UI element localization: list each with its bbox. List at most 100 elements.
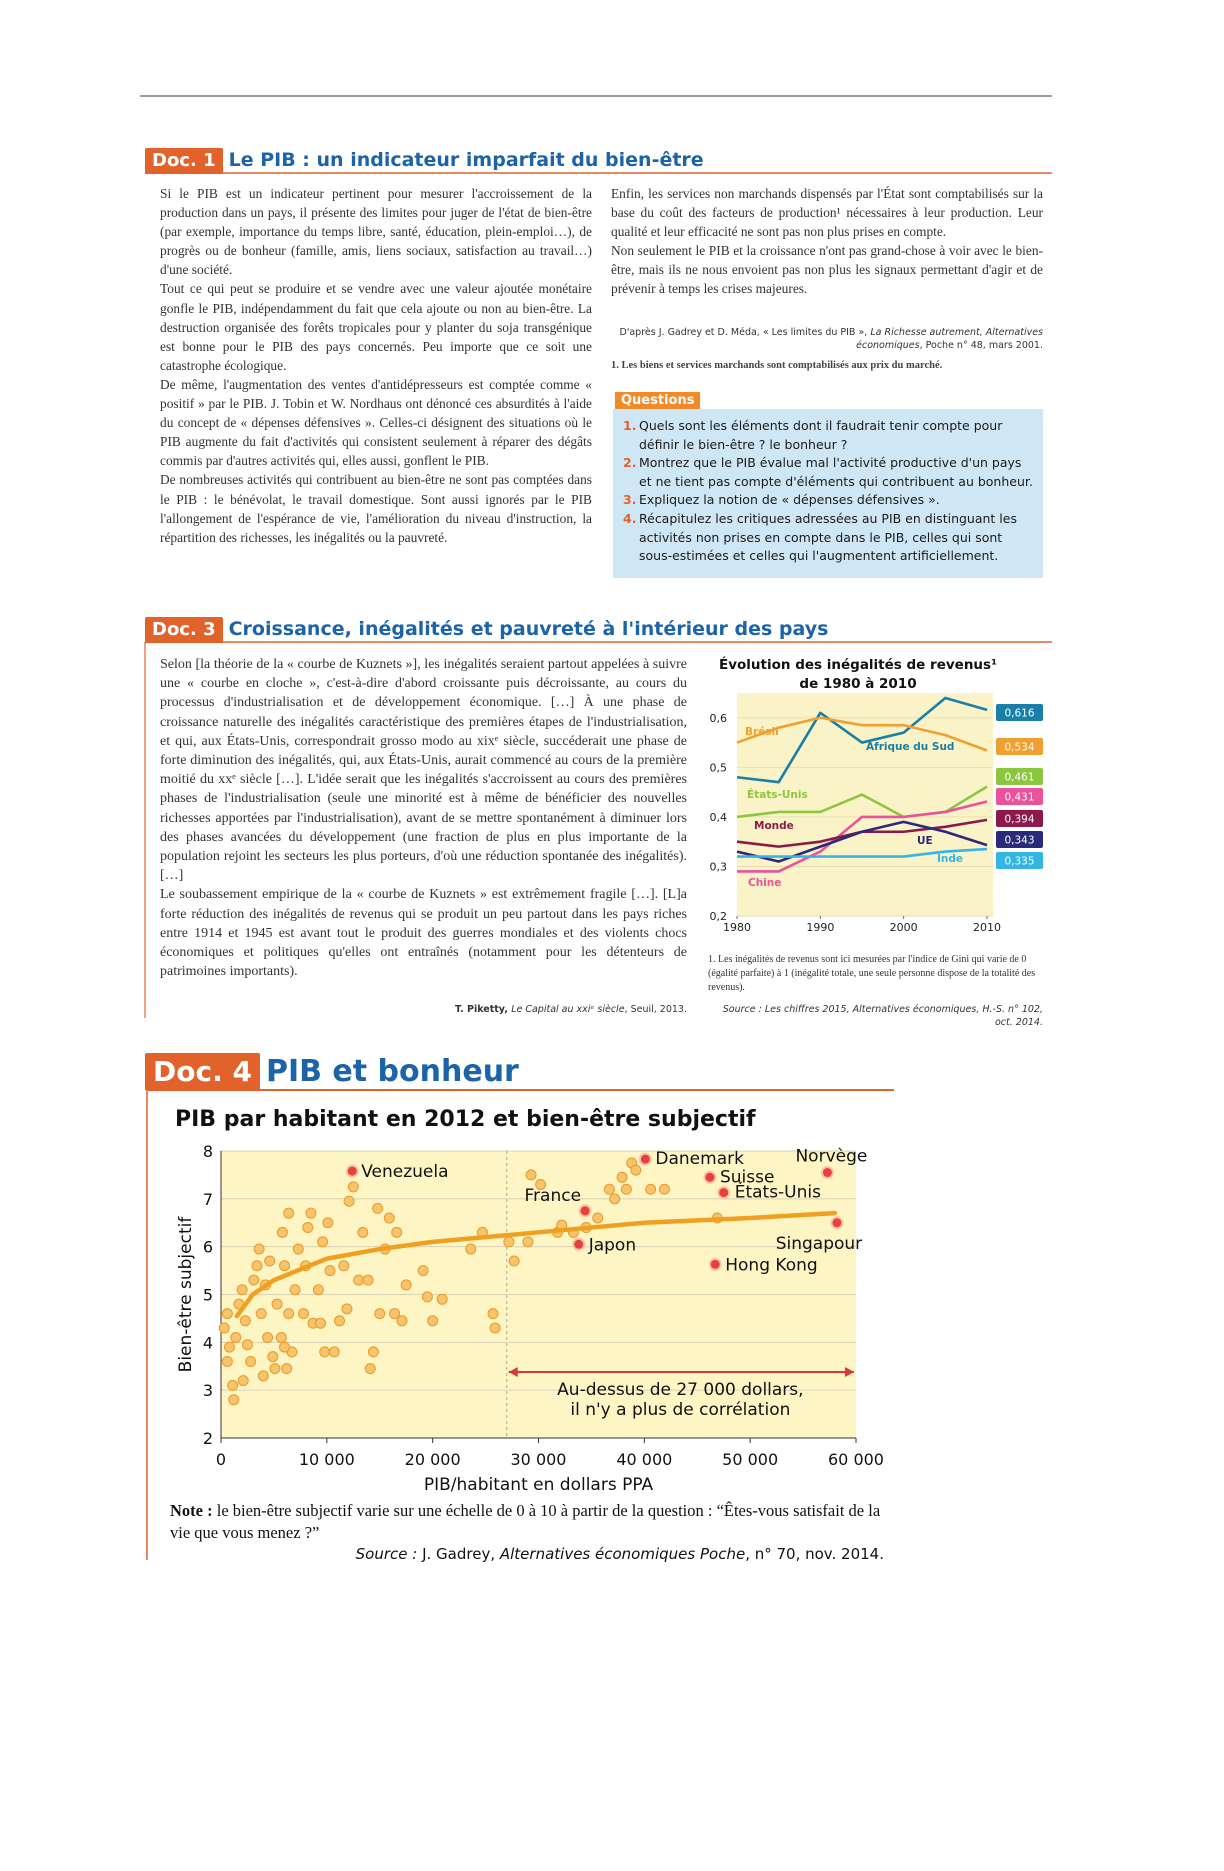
point [298, 1308, 310, 1320]
country-label: Suisse [720, 1167, 774, 1187]
country-label: États-Unis [735, 1181, 821, 1203]
paragraph: De nombreuses activités qui contribuent … [160, 472, 592, 545]
point [396, 1315, 408, 1327]
doc1-left-column: Si le PIB est un indicateur pertinent po… [160, 184, 592, 547]
question: 3. Expliquez la notion de « dépenses défe… [623, 491, 1033, 510]
question-text: Montrez que le PIB évalue mal l'activité… [639, 455, 1033, 489]
highlight-point [578, 1204, 592, 1218]
point [218, 1322, 230, 1334]
point [535, 1178, 547, 1190]
question-text: Expliquez la notion de « dépenses défens… [639, 492, 940, 508]
point [353, 1274, 365, 1286]
value-label-box [996, 704, 1043, 721]
doc4-source: Source : J. Gadrey, Alternatives économi… [356, 1545, 884, 1563]
series-label: Inde [937, 853, 963, 865]
doc-label: Doc. 1 [145, 148, 223, 174]
highlight-point [572, 1237, 586, 1251]
y-tick-label: 5 [203, 1286, 213, 1305]
paragraph: Non seulement le PIB et la croissance n'… [611, 243, 1043, 297]
point [391, 1226, 403, 1238]
paragraph: Selon [la théorie de la « courbe de Kuzn… [160, 657, 687, 884]
doc4-header: Doc. 4 PIB et bonheur [145, 1053, 519, 1091]
line-chart-title: Évolution des inégalités de revenus¹ de … [708, 656, 1008, 694]
country-label: France [525, 1186, 582, 1206]
point [312, 1284, 324, 1296]
note-label: Note : [170, 1501, 213, 1520]
arrow-head [508, 1367, 518, 1377]
point [508, 1255, 520, 1267]
question-number: 1. [623, 418, 637, 433]
point [237, 1375, 249, 1387]
doc1-footnote: 1. Les biens et services marchands sont … [611, 360, 943, 371]
point [421, 1291, 433, 1303]
paragraph: De même, l'augmentation des ventes d'ant… [160, 376, 592, 469]
question-text: Récapitulez les critiques adressées au P… [639, 510, 1017, 564]
doc-title: Le PIB : un indicateur imparfait du bien… [228, 149, 704, 171]
value-label: 0,616 [1004, 708, 1034, 720]
scatter-title: PIB par habitant en 2012 et bien-être su… [175, 1107, 756, 1132]
source-text: , n° 70, nov. 2014. [745, 1545, 884, 1563]
point [281, 1363, 293, 1375]
point [279, 1341, 290, 1353]
value-label-box [996, 738, 1043, 755]
y-tick-label: 3 [203, 1381, 213, 1400]
value-label-box [996, 768, 1043, 785]
paragraph: Tout ce qui peut se produire et se vendr… [160, 281, 592, 373]
point [239, 1315, 251, 1327]
source-author: J. Gadrey, [417, 1545, 500, 1563]
point [525, 1169, 537, 1181]
highlight-point [638, 1152, 652, 1166]
point [400, 1279, 412, 1291]
x-tick-label: 60 000 [828, 1450, 884, 1469]
point [302, 1222, 314, 1234]
highlight-point [830, 1216, 844, 1230]
value-label-box [996, 852, 1043, 869]
doc1-right-column: Enfin, les services non marchands dispen… [611, 184, 1043, 299]
point [372, 1202, 384, 1214]
point [269, 1363, 281, 1375]
point [522, 1236, 534, 1248]
x-axis-label: PIB/habitant en dollars PPA [424, 1475, 654, 1495]
point [338, 1260, 350, 1272]
question-number: 4. [623, 510, 637, 526]
arrow-head [845, 1367, 854, 1377]
point [616, 1171, 628, 1183]
source-italic: Le Capital au xxiᵉ siècle [511, 1004, 625, 1015]
point [427, 1315, 439, 1327]
country-label: Norvège [795, 1147, 867, 1167]
value-label: 0,394 [1004, 814, 1034, 826]
point [620, 1183, 632, 1195]
question-number: 3. [623, 492, 637, 508]
series-label: États-Unis [747, 788, 808, 801]
trend-line [234, 1210, 838, 1319]
paragraph: Si le PIB est un indicateur pertinent po… [160, 186, 592, 278]
point [276, 1226, 288, 1238]
question-text: Quels sont les éléments dont il faudrait… [639, 418, 1003, 452]
source-label: Source : [355, 1545, 418, 1563]
point [245, 1355, 257, 1367]
point [221, 1308, 233, 1320]
point [227, 1379, 239, 1391]
doc-label: Doc. 3 [145, 617, 223, 643]
doc-label: Doc. 4 [145, 1053, 260, 1090]
point [417, 1265, 429, 1277]
point [255, 1308, 267, 1320]
point [367, 1346, 379, 1358]
point [267, 1351, 279, 1363]
source-author: T. Piketty, [455, 1004, 512, 1015]
source-text: , Poche n° 48, mars 2001. [919, 340, 1043, 351]
point [328, 1346, 340, 1358]
point [314, 1317, 326, 1329]
series-label: Monde [754, 820, 794, 832]
x-tick-label: 30 000 [511, 1450, 567, 1469]
series-label: Brésil [745, 726, 779, 738]
point [592, 1212, 604, 1224]
highlight-point [708, 1257, 722, 1271]
doc-title: PIB et bonheur [265, 1054, 519, 1089]
line-chart-source: Source : Les chiffres 2015, Alternatives… [722, 1004, 1043, 1028]
question: 1. Quels sont les éléments dont il faudra… [623, 417, 1033, 454]
series-line [737, 847, 988, 858]
point [223, 1341, 235, 1353]
series-line [736, 716, 988, 752]
